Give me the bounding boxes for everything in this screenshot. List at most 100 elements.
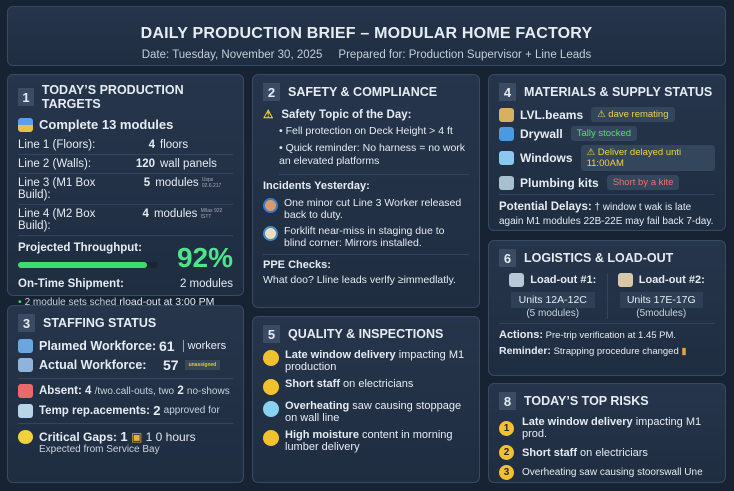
absent-detail: /two.call-outs, two — [94, 385, 175, 397]
material-item: Plumbing kits Short by a kite — [499, 175, 715, 190]
inspector-avatar-icon — [263, 379, 279, 395]
load-out-2: Load-out #2: Units 17E-17G (5modules) — [608, 273, 716, 319]
quality-item: High moisture content in morning lumber … — [263, 429, 469, 453]
people-icon — [18, 339, 33, 353]
load-units: Units 12A-12C — [511, 292, 595, 308]
gap-icon — [18, 429, 33, 444]
load-count: (5modules) — [636, 308, 687, 319]
temp-value: 2 — [153, 403, 161, 418]
item-bold: High moisture — [285, 429, 359, 441]
risk-bold: Short staff — [522, 446, 577, 459]
throughput-fill — [18, 262, 147, 268]
actual-badge: unassigned — [184, 360, 221, 370]
section-title: QUALITY & INSPECTIONS — [288, 327, 444, 341]
line-label: Line 1 (Floors): — [18, 139, 96, 151]
quality-item: Short staff on electricians — [263, 378, 469, 395]
gaps-note: Expected from Service Bay — [39, 444, 160, 455]
load-count: (5 modules) — [526, 308, 580, 319]
topic-label: Safety Topic of the Day: — [281, 109, 412, 121]
section-number: 6 — [499, 249, 516, 267]
line-value: 4 — [142, 208, 149, 220]
planned-value: 61 — [159, 338, 175, 354]
material-status-badge: Short by a kite — [606, 175, 680, 190]
ppe-text: What doo? Lline leads verlfy ≥immedlatly… — [263, 273, 456, 286]
material-name: Windows — [520, 151, 573, 165]
inspector-avatar-icon — [263, 350, 279, 366]
load-label: Load-out #2: — [638, 273, 705, 286]
section-number: 5 — [263, 325, 280, 343]
incident: Forklift near-miss in staging due to bli… — [284, 224, 445, 249]
section-number: 3 — [18, 314, 35, 332]
risk-item: 3 Overheating saw causing stoorswall Une — [499, 465, 715, 480]
target-line: Line 4 (M2 Box Build): 4 modules M/las 922… — [18, 205, 233, 236]
section-title: MATERIALS & SUPPLY STATUS — [524, 85, 713, 99]
risk-rest: Overheating saw causing stoorswall Une — [522, 467, 703, 478]
strap-icon: ▮ — [681, 346, 687, 357]
throughput-label: Projected Throughput: — [18, 242, 142, 254]
section-number: 2 — [263, 83, 280, 101]
actual-value: 57 — [163, 357, 179, 373]
warning-icon: ⚠ — [263, 109, 274, 121]
section-number: 8 — [499, 392, 516, 410]
page-title: DAILY PRODUCTION BRIEF – MODULAR HOME FA… — [140, 25, 593, 42]
gaps-hours: 1 0 hours — [145, 429, 196, 444]
temp-label: Temp rep.acements: — [39, 404, 150, 417]
material-name: Plumbing kits — [520, 175, 599, 190]
target-line: Line 1 (Floors): 4 floors — [18, 136, 233, 155]
staffing-card: 3 STAFFING STATUS Plaımed Workforce: 61 wor… — [7, 305, 244, 483]
noshow-label: no-shows — [186, 385, 230, 397]
alert-icon — [18, 384, 33, 398]
line-label: Line 2 (Walls): — [18, 158, 92, 170]
item-bold: Short staff — [285, 378, 340, 390]
target-line: Line 2 (Walls): 120 wall panels — [18, 155, 233, 174]
quality-item: Late window delivery impacting M1 produc… — [263, 349, 469, 373]
ppe-label: PPE Checks: — [263, 258, 331, 271]
material-icon — [499, 151, 514, 165]
topic-bullet: Quick reminder: No harness = no work an … — [279, 141, 466, 168]
risk-rest: impacting M1 prod. — [522, 416, 702, 440]
topic-bullet: Fell protection on Deck Height > 4 ft — [285, 125, 453, 137]
actions-label: Actions: — [499, 329, 543, 341]
material-name: Drywall — [520, 126, 563, 141]
item-bold: Late window delivery — [285, 349, 396, 361]
prepared-for: Prepared for: Production Supervisor + Li… — [338, 49, 592, 61]
production-targets-card: 1 TODAY’S PRODUCTION TARGETS Complete 13 … — [7, 74, 244, 308]
forklift-avatar-icon — [263, 225, 278, 241]
planned-unit: workers — [182, 340, 226, 352]
risk-number-badge: 1 — [499, 420, 514, 436]
risks-card: 8 TODAY’S TOP RISKS 1 Late window delivery… — [488, 383, 726, 483]
line-value: 4 — [148, 139, 155, 151]
section-number: 4 — [499, 83, 516, 101]
absent-value: 4 — [85, 385, 92, 397]
line-note: M/las 922 ISTT — [200, 208, 223, 220]
section-title: LOGISTICS & LOAD-OUT — [524, 251, 674, 265]
risk-rest: on electriciars — [577, 446, 648, 459]
line-unit: wall panels — [160, 158, 217, 170]
line-label: Line 4 (M2 Box Build): — [18, 208, 96, 232]
modules-icon — [18, 117, 33, 132]
material-item: Windows ⚠ Deliver delayed unti 11:00AM — [499, 145, 715, 171]
absent-label: Absent: — [39, 385, 82, 397]
planned-label: Plaımed Workforce: — [39, 339, 157, 353]
section-title: TODAY’S PRODUCTION TARGETS — [41, 83, 184, 111]
reminder-label: Reminder: — [499, 345, 551, 357]
throughput-value: 92% — [176, 242, 233, 273]
materials-card: 4 MATERIALS & SUPPLY STATUS LVL.beams ⚠ da… — [488, 74, 726, 231]
actual-label: Actual Workforce: — [39, 358, 147, 372]
delays-text: † window t wak is late again M1 modules … — [499, 202, 714, 227]
truck-icon — [509, 273, 525, 287]
material-status-badge: ⚠ dave remating — [591, 107, 675, 122]
risk-bold: Late window delivery — [522, 416, 633, 428]
load-out-1: Load-out #1: Units 12A-12C (5 modules) — [499, 273, 608, 319]
delays-label: Potential Delays: — [499, 201, 592, 213]
material-status-badge: ⚠ Deliver delayed unti 11:00AM — [580, 145, 715, 171]
shipment-note: 2 module sets sched — [24, 297, 117, 308]
line-unit: floors — [160, 139, 189, 151]
reminder-text: Strapping procedure changed — [553, 346, 679, 357]
material-status-badge: Tally stocked — [570, 126, 638, 141]
shipment-label: On-Time Shipment: — [18, 278, 124, 290]
item-rest: impacting M1 production — [285, 349, 465, 373]
gaps-label: Critical Gaps: — [39, 429, 118, 444]
people-icon — [18, 358, 33, 372]
section-title: STAFFING STATUS — [43, 316, 157, 330]
